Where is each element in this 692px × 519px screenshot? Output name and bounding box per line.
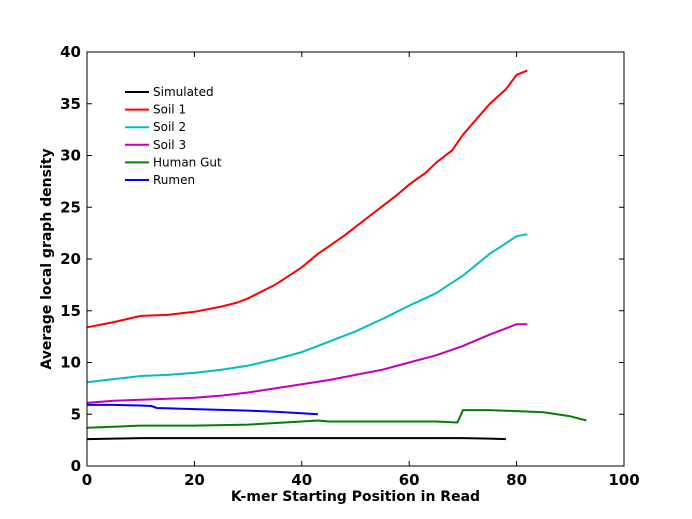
y-tick-label: 40 — [60, 43, 81, 61]
legend-label: Rumen — [153, 173, 195, 187]
x-tick-label: 60 — [399, 471, 420, 489]
x-tick-label: 0 — [82, 471, 92, 489]
y-tick-label: 5 — [71, 405, 81, 423]
x-tick-label: 100 — [608, 471, 639, 489]
y-axis-label: Average local graph density — [39, 148, 55, 369]
axis-ticks: 0 20 40 60 80 100 0 5 10 15 20 25 30 35 40 — [60, 43, 640, 489]
y-tick-label: 25 — [60, 198, 81, 216]
y-tick-label: 20 — [60, 250, 81, 268]
y-tick-label: 30 — [60, 147, 81, 165]
y-tick-label: 0 — [71, 457, 81, 475]
series-layer — [86, 69, 587, 441]
x-tick-label: 40 — [291, 471, 312, 489]
y-tick-label: 35 — [60, 95, 81, 113]
x-axis-label: K-mer Starting Position in Read — [231, 489, 480, 505]
legend-label: Soil 2 — [153, 120, 186, 134]
y-tick-label: 10 — [60, 354, 81, 372]
legend: Simulated Soil 1 Soil 2 Soil 3 Human Gut Rume… — [125, 85, 222, 187]
series-line-rumen — [87, 403, 318, 416]
series-line-soil-1 — [86, 69, 528, 329]
legend-label: Human Gut — [153, 155, 222, 169]
series-line-soil-2 — [86, 233, 528, 384]
legend-label: Soil 3 — [153, 138, 186, 152]
legend-label: Soil 1 — [153, 103, 186, 117]
legend-label: Simulated — [153, 85, 214, 99]
series-line-human-gut — [86, 409, 587, 429]
x-tick-label: 80 — [506, 471, 527, 489]
series-line-soil-3 — [86, 323, 528, 404]
y-tick-label: 15 — [60, 302, 81, 320]
x-tick-label: 20 — [184, 471, 205, 489]
series-line-simulated — [86, 437, 506, 441]
